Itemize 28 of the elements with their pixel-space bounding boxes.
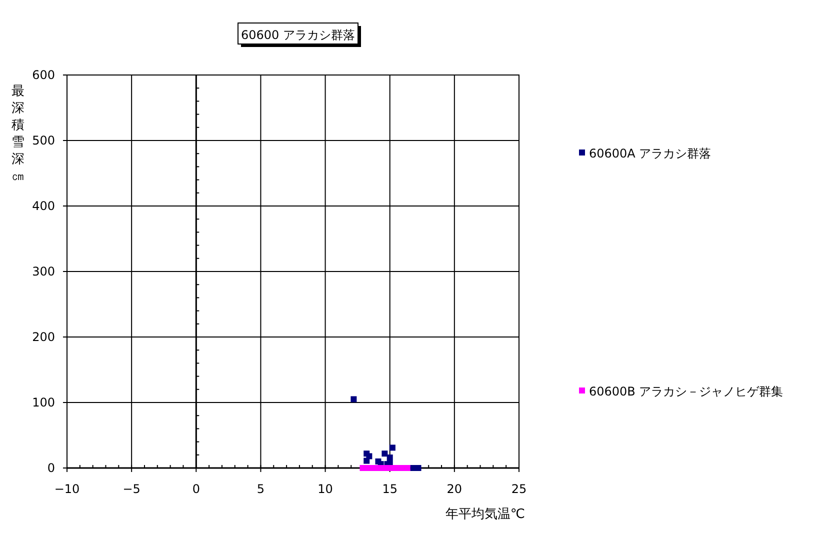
x-tick-label: 20	[446, 482, 462, 496]
x-tick-label: −10	[54, 482, 80, 496]
y-tick-label: 0	[47, 461, 55, 475]
point	[404, 465, 410, 471]
point	[386, 454, 393, 461]
y-tick-label: 600	[32, 68, 55, 82]
title: 60600 アラカシ群落	[238, 22, 361, 47]
x-tick-label: 5	[256, 482, 265, 496]
x-tick-label: 10	[318, 482, 333, 496]
y-tick-label: 500	[32, 134, 55, 148]
x-tick-label: 15	[382, 482, 398, 496]
y-tick-label: 300	[32, 264, 55, 278]
point	[366, 453, 372, 460]
chart-title: 60600 アラカシ群落	[241, 28, 355, 42]
x-tick-label: 0	[192, 482, 200, 496]
x-tick-label: 25	[511, 482, 527, 496]
y-axis-title: 最深積雪深㎝	[12, 84, 24, 184]
legend-label: 60600B アラカシ－ジャノヒゲ群集	[589, 384, 784, 398]
point	[364, 458, 370, 464]
x-tick-label: −5	[122, 482, 140, 496]
y-tick-label: 200	[32, 330, 55, 344]
y-tick-label: 100	[32, 396, 55, 410]
point	[382, 450, 388, 457]
point	[350, 396, 357, 402]
x-axis-title: 年平均気温℃	[445, 507, 525, 522]
legend-label: 60600A アラカシ群落	[589, 146, 712, 160]
point	[389, 444, 396, 451]
y-tick-label: 400	[32, 199, 55, 213]
